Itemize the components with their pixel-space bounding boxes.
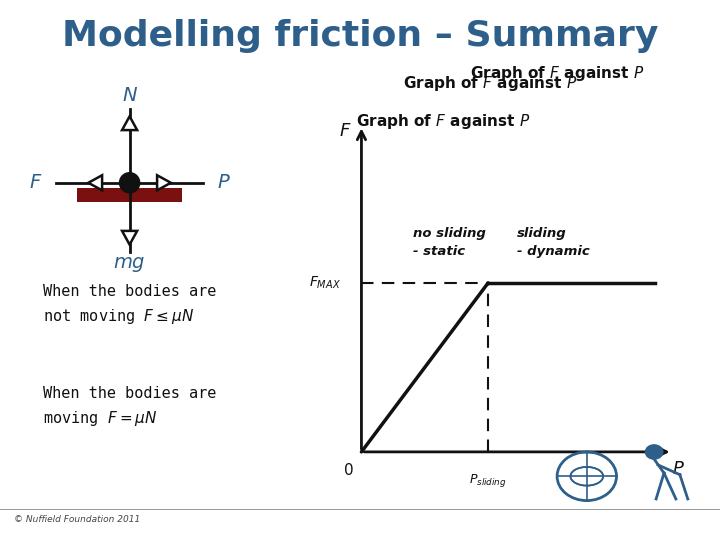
Circle shape (645, 445, 663, 459)
Text: sliding
- dynamic: sliding - dynamic (517, 227, 590, 258)
Polygon shape (122, 231, 137, 245)
Polygon shape (89, 175, 102, 190)
Text: $\mathit{F}_{MAX}$: $\mathit{F}_{MAX}$ (310, 275, 341, 291)
Text: $\mathit{P}$: $\mathit{P}$ (672, 461, 685, 478)
Circle shape (120, 173, 140, 193)
Text: $\mathit{P}_{sliding}$: $\mathit{P}_{sliding}$ (469, 472, 507, 489)
Text: Modelling friction – Summary: Modelling friction – Summary (62, 19, 658, 53)
Text: Graph of $\mathit{F}$ against $\mathit{P}$: Graph of $\mathit{F}$ against $\mathit{P… (403, 74, 577, 93)
Text: $\mathit{F}$: $\mathit{F}$ (29, 173, 42, 192)
Text: no sliding
- static: no sliding - static (413, 227, 486, 258)
Polygon shape (157, 175, 171, 190)
Text: $\mathit{F}$: $\mathit{F}$ (339, 123, 352, 140)
Text: $\mathit{N}$: $\mathit{N}$ (122, 86, 138, 105)
Text: $\mathit{P}$: $\mathit{P}$ (217, 173, 230, 192)
Bar (77, 188, 182, 202)
Text: Graph of $\mathit{F}$ against $\mathit{P}$: Graph of $\mathit{F}$ against $\mathit{P… (469, 64, 644, 83)
Text: When the bodies are
moving $F = \mu N$: When the bodies are moving $F = \mu N$ (43, 386, 217, 429)
Polygon shape (122, 116, 137, 130)
Text: When the bodies are
not moving $F \leq \mu N$: When the bodies are not moving $F \leq \… (43, 284, 217, 326)
Text: Graph of $\mathit{F}$ against $\mathit{P}$: Graph of $\mathit{F}$ against $\mathit{P… (356, 112, 530, 131)
Text: © Nuffield Foundation 2011: © Nuffield Foundation 2011 (14, 515, 140, 524)
Text: $\mathit{mg}$: $\mathit{mg}$ (113, 255, 146, 274)
Text: 0: 0 (343, 463, 354, 478)
